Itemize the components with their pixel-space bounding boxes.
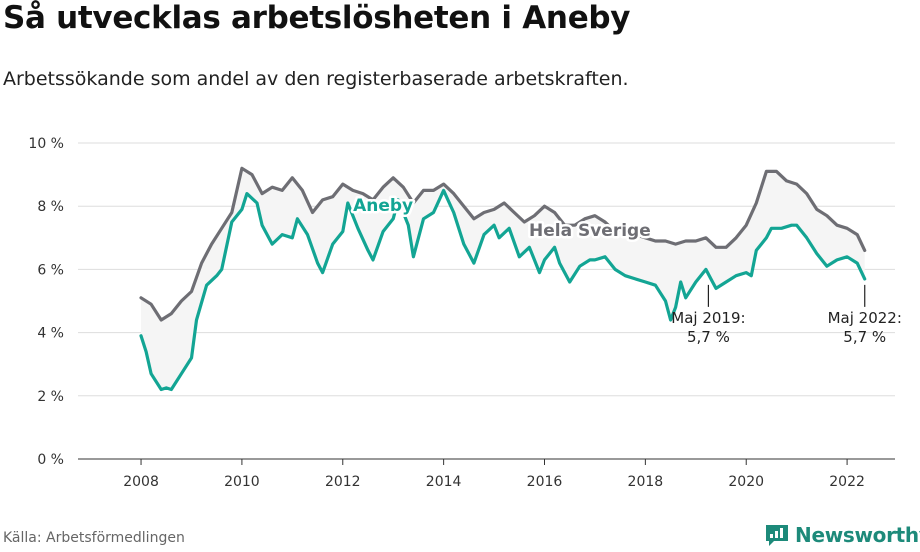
- gridlines: [78, 142, 895, 460]
- series-labels: Aneby Hela Sverige: [351, 193, 654, 243]
- annotation-value: 5,7 %: [687, 328, 730, 346]
- x-tick-label: 2016: [527, 474, 563, 490]
- annotation-value: 5,7 %: [843, 328, 886, 346]
- difference-band: [141, 168, 865, 390]
- series-label-hela-sverige: Hela Sverige: [529, 221, 651, 241]
- chart-title: Så utvecklas arbetslösheten i Aneby: [3, 0, 631, 36]
- x-tick-label: 2018: [628, 474, 664, 490]
- newsworthy-logo-icon: [766, 525, 788, 546]
- annotation-label: Maj 2022:: [828, 309, 902, 327]
- axes: 0 % 2 % 4 % 6 % 8 % 10 % 2008 2010 2012 2014 2016 2…: [28, 136, 864, 490]
- y-tick-label: 2 %: [37, 389, 64, 405]
- series-label-aneby: Aneby: [353, 196, 413, 216]
- brand-name: Newsworthy: [795, 523, 920, 547]
- y-tick-label: 6 %: [37, 262, 64, 278]
- chart-subtitle: Arbetssökande som andel av den registerb…: [3, 68, 629, 90]
- brand-logo: Newsworthy: [764, 520, 920, 550]
- series-line-aneby: [139, 188, 867, 392]
- y-tick-label: 4 %: [37, 326, 64, 342]
- y-tick-label: 0 %: [37, 452, 64, 468]
- x-tick-label: 2012: [325, 474, 361, 490]
- x-tick-label: 2010: [224, 474, 260, 490]
- annotations: Maj 2019:5,7 %Maj 2022:5,7 %: [671, 284, 902, 346]
- series-line-hela-sverige: [139, 166, 867, 322]
- x-tick-label: 2022: [829, 474, 865, 490]
- y-tick-label: 10 %: [28, 136, 64, 152]
- annotation-label: Maj 2019:: [671, 309, 745, 327]
- difference-band-area: [141, 168, 865, 390]
- x-tick-label: 2020: [728, 474, 764, 490]
- source-note: Källa: Arbetsförmedlingen: [3, 530, 185, 546]
- x-tick-label: 2014: [426, 474, 462, 490]
- y-tick-label: 8 %: [37, 199, 64, 215]
- x-tick-label: 2008: [123, 474, 159, 490]
- chart: 0 % 2 % 4 % 6 % 8 % 10 % 2008 2010 2012 2014 2016 2…: [28, 136, 902, 490]
- series-lines: [139, 166, 867, 392]
